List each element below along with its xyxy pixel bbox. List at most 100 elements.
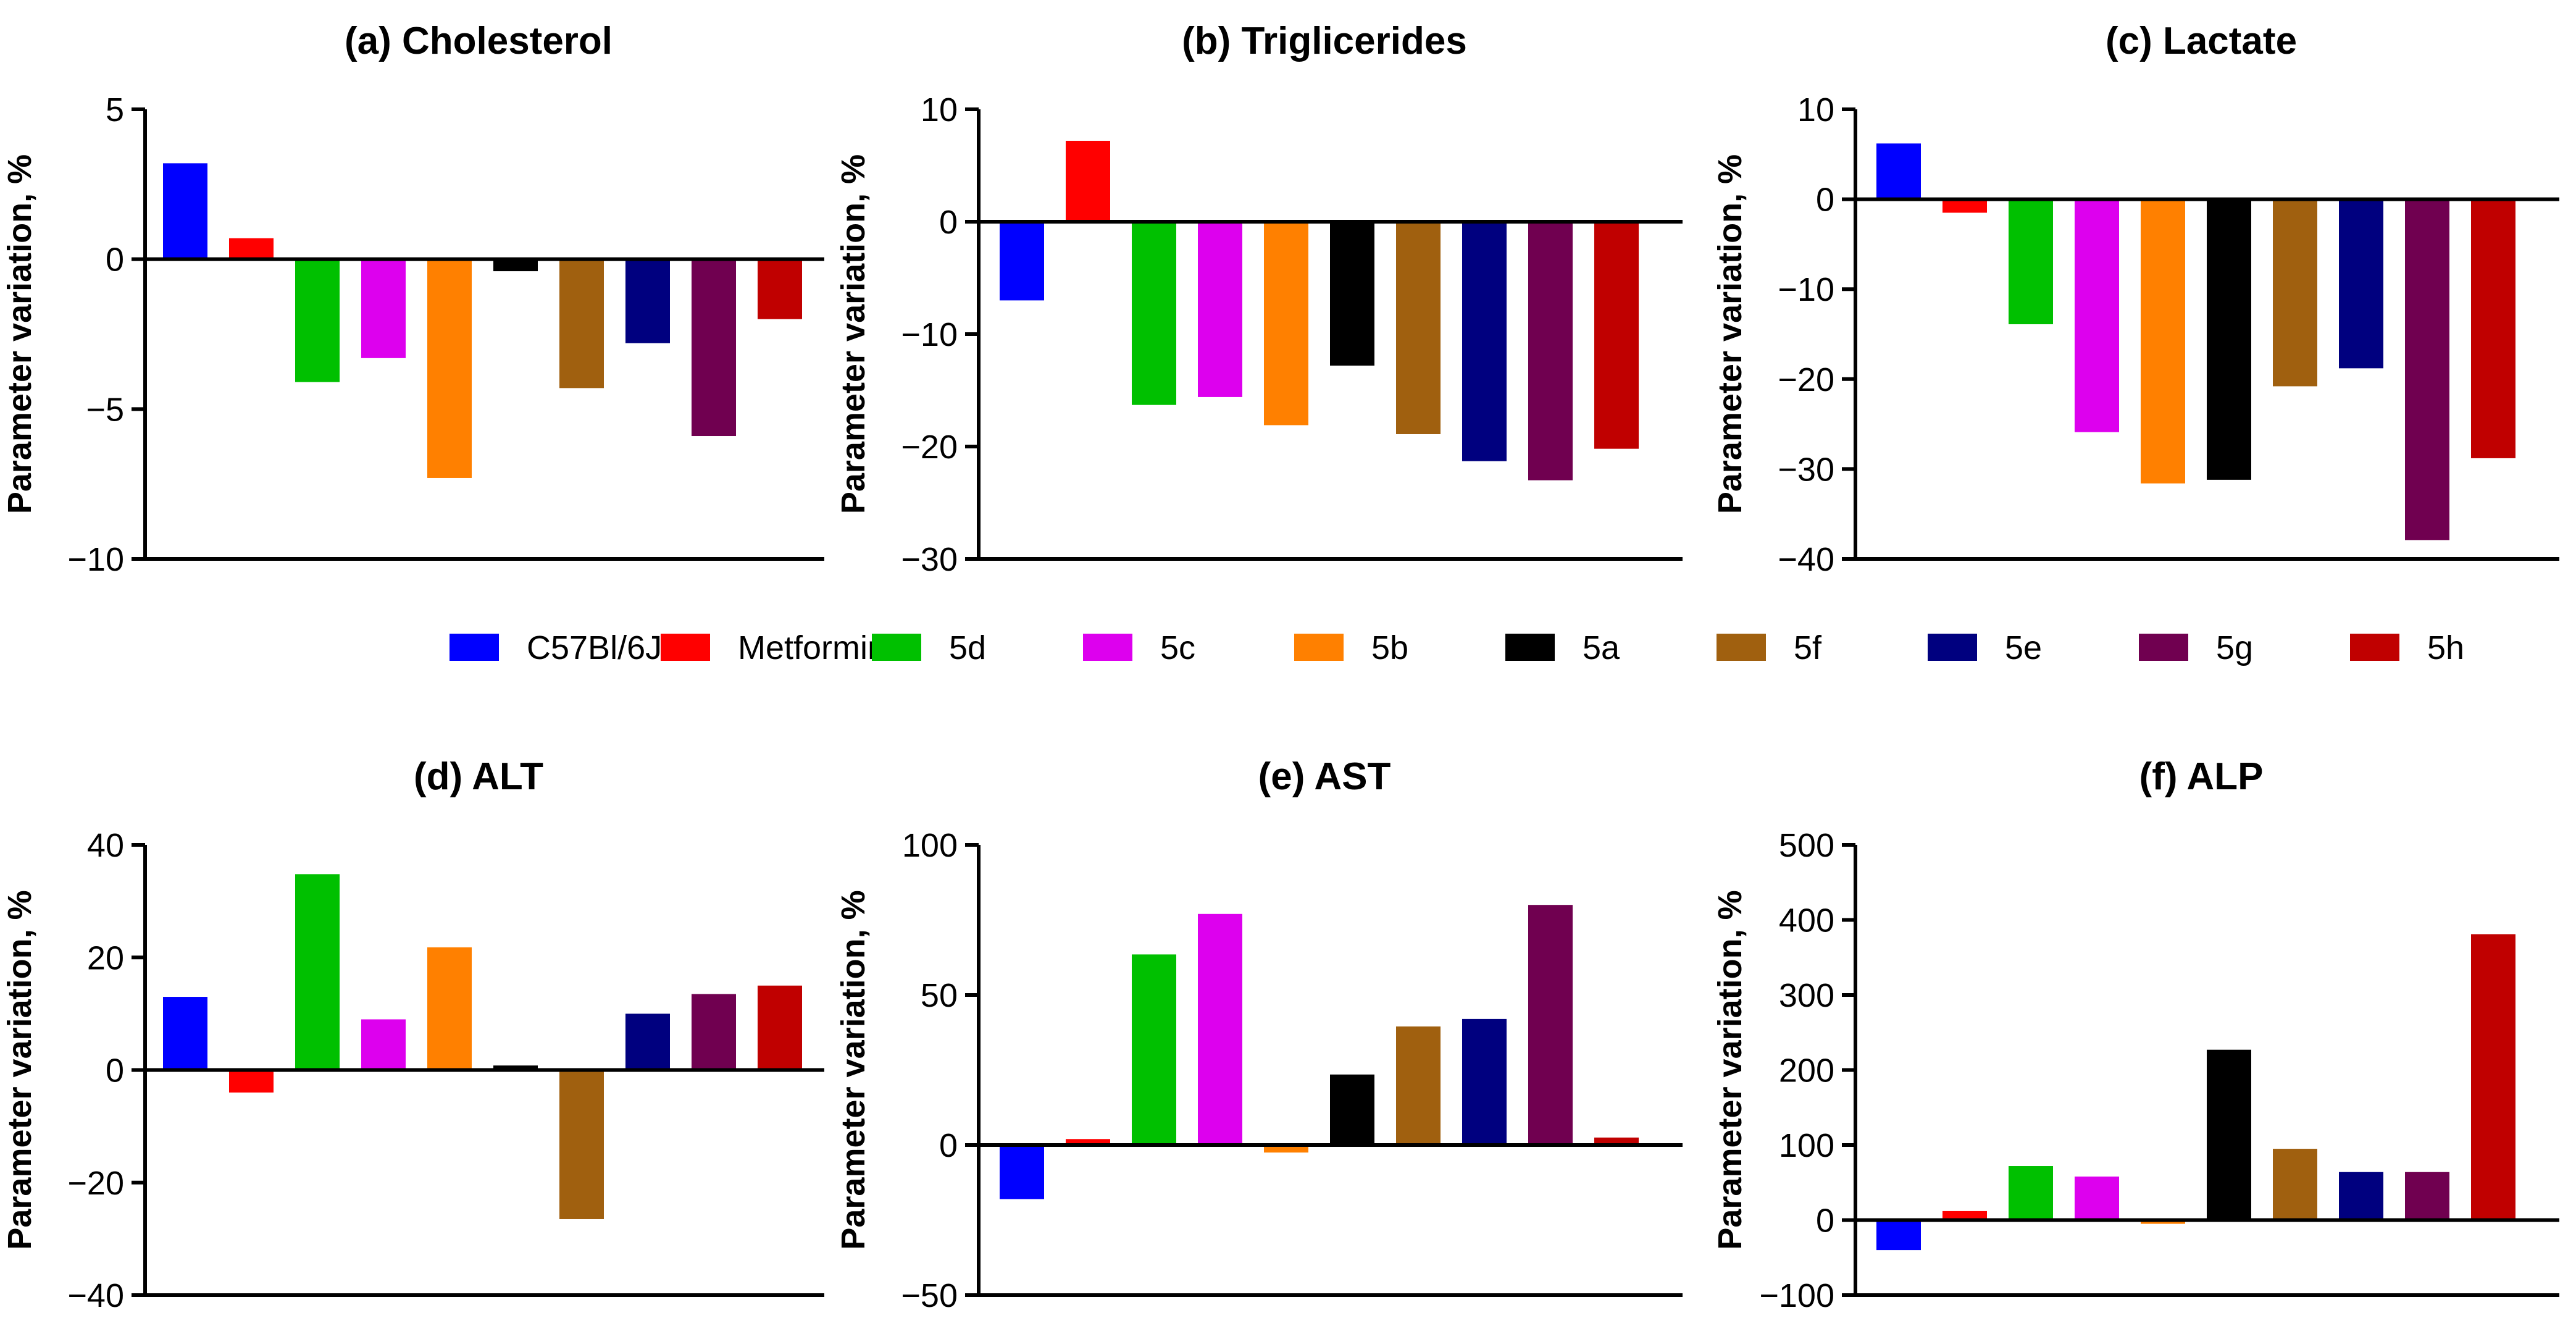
bar-5h xyxy=(758,985,802,1070)
y-tick-label: 0 xyxy=(1816,1202,1834,1240)
bar-5h xyxy=(1594,1137,1639,1145)
legend-item-5a: 5a xyxy=(1505,629,1620,666)
y-tick-label: 300 xyxy=(1779,977,1834,1014)
legend-item-5g: 5g xyxy=(2139,629,2253,666)
legend-label: 5c xyxy=(1160,629,1195,666)
bar-5g xyxy=(2405,1172,2449,1220)
y-tick-label: 50 xyxy=(921,977,958,1014)
bar-5d xyxy=(1132,222,1176,405)
legend-item-5h: 5h xyxy=(2350,629,2464,666)
y-tick-label: 0 xyxy=(1816,182,1834,219)
chart-title: (a) Cholesterol xyxy=(345,20,613,62)
legend-swatch xyxy=(1717,634,1766,661)
legend-item-5b: 5b xyxy=(1294,629,1408,666)
y-tick-label: 0 xyxy=(939,1127,958,1164)
legend-label: Metformin xyxy=(738,629,886,666)
bar-5f xyxy=(1396,1026,1441,1145)
bar-5e xyxy=(2339,199,2383,369)
legend-swatch xyxy=(1928,634,1977,661)
legend-label: 5d xyxy=(949,629,986,666)
bar-5e xyxy=(625,259,670,343)
bar-5d xyxy=(2009,1166,2053,1220)
bar-metformin xyxy=(229,1070,274,1093)
bar-5d xyxy=(1132,954,1176,1145)
y-tick-label: −50 xyxy=(901,1277,958,1314)
bar-5a xyxy=(2207,199,2251,480)
bar-c57bl-6j xyxy=(163,163,207,259)
bar-5h xyxy=(2471,934,2515,1220)
bar-5e xyxy=(1462,222,1507,461)
y-tick-label: 10 xyxy=(921,91,958,128)
legend-label: 5a xyxy=(1583,629,1620,666)
bar-metformin xyxy=(1066,140,1110,222)
bar-c57bl-6j xyxy=(1876,1220,1921,1251)
legend-item-5c: 5c xyxy=(1083,629,1195,666)
legend-label: C57Bl/6J xyxy=(527,629,662,666)
bar-5b xyxy=(427,947,472,1070)
bar-metformin xyxy=(1942,1211,1987,1220)
bar-5a xyxy=(1330,222,1374,366)
bar-5g xyxy=(1528,905,1573,1145)
legend-swatch xyxy=(1505,634,1555,661)
chart-panel-d-alt: (d) ALT Parameter variation, % 40 20 0 −20 −40 xyxy=(1,755,824,1314)
chart-panel-a-cholesterol: (a) Cholesterol Parameter variation, % 5 0 −… xyxy=(1,20,824,578)
legend-item-5d: 5d xyxy=(872,629,986,666)
bar-5h xyxy=(2471,199,2515,458)
y-axis-label: Parameter variation, % xyxy=(1,154,38,514)
y-tick-label: 400 xyxy=(1779,902,1834,939)
y-axis-label: Parameter variation, % xyxy=(1712,154,1749,514)
legend-swatch xyxy=(1294,634,1344,661)
bar-metformin xyxy=(229,238,274,259)
bar-5g xyxy=(692,259,736,437)
y-tick-label: −10 xyxy=(67,541,124,578)
y-tick-label: 100 xyxy=(902,827,958,864)
bar-5e xyxy=(625,1013,670,1070)
bar-5b xyxy=(427,259,472,478)
y-tick-label: 0 xyxy=(106,241,124,279)
bar-5d xyxy=(295,259,340,382)
y-tick-label: −30 xyxy=(901,541,958,578)
bar-5f xyxy=(2273,199,2317,387)
bar-c57bl-6j xyxy=(1000,1145,1044,1199)
legend-item-5e: 5e xyxy=(1928,629,2042,666)
y-tick-label: −10 xyxy=(1778,271,1834,308)
chart-title: (b) Triglicerides xyxy=(1182,20,1467,62)
legend-item-5f: 5f xyxy=(1717,629,1822,666)
bar-c57bl-6j xyxy=(163,997,207,1070)
bar-5d xyxy=(2009,199,2053,324)
y-tick-label: −20 xyxy=(901,429,958,466)
y-tick-label: −40 xyxy=(1778,541,1834,578)
y-tick-label: 0 xyxy=(106,1052,124,1089)
bar-5e xyxy=(1462,1018,1507,1145)
bar-5b xyxy=(2141,199,2185,484)
y-tick-label: −100 xyxy=(1759,1277,1834,1314)
bar-c57bl-6j xyxy=(1876,143,1921,199)
chart-title: (d) ALT xyxy=(414,755,543,798)
bar-5b xyxy=(1264,1145,1308,1153)
legend-label: 5g xyxy=(2216,629,2253,666)
bar-5b xyxy=(2141,1220,2185,1224)
y-tick-label: −20 xyxy=(67,1165,124,1202)
legend-label: 5e xyxy=(2005,629,2042,666)
y-axis-label: Parameter variation, % xyxy=(835,890,872,1249)
y-tick-label: 5 xyxy=(106,91,124,128)
bar-5b xyxy=(1264,222,1308,426)
y-tick-label: −20 xyxy=(1778,361,1834,398)
bar-5f xyxy=(559,259,604,388)
y-tick-label: −40 xyxy=(67,1277,124,1314)
bar-5c xyxy=(2075,199,2119,432)
chart-title: (f) ALP xyxy=(2139,755,2264,798)
bar-5g xyxy=(1528,222,1573,480)
legend-swatch xyxy=(2139,634,2188,661)
bar-5a xyxy=(493,1065,538,1070)
y-tick-label: 10 xyxy=(1797,91,1834,128)
y-tick-label: 200 xyxy=(1779,1052,1834,1089)
legend-item-metformin: Metformin xyxy=(661,629,886,666)
bar-5c xyxy=(1198,913,1242,1145)
chart-panel-c-lactate: (c) Lactate Parameter variation, % 10 0 −10 −… xyxy=(1712,20,2559,578)
y-axis-label: Parameter variation, % xyxy=(1712,890,1749,1249)
legend-swatch xyxy=(661,634,710,661)
bar-5f xyxy=(2273,1149,2317,1220)
